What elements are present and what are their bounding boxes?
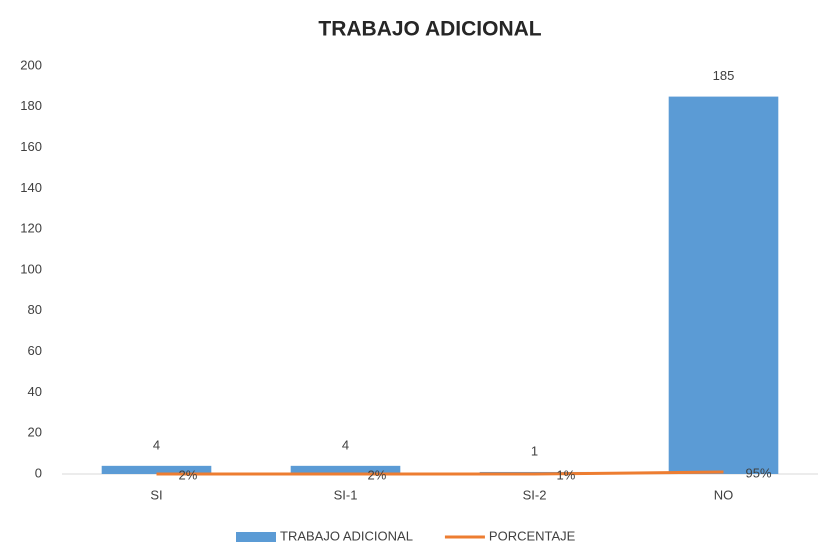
y-tick-label: 0 xyxy=(35,465,42,480)
line xyxy=(156,470,724,476)
y-tick-label: 200 xyxy=(20,57,42,72)
bar xyxy=(290,465,401,474)
data-label: 95% xyxy=(746,465,772,480)
y-tick-label: 80 xyxy=(28,302,42,317)
data-label: 185 xyxy=(713,68,735,83)
x-tick-label: SI xyxy=(150,487,162,502)
legend-swatch xyxy=(236,532,276,542)
y-tick-label: 120 xyxy=(20,221,42,236)
data-label: 2% xyxy=(179,467,198,482)
y-tick-label: 60 xyxy=(28,343,42,358)
y-tick-label: 140 xyxy=(20,180,42,195)
y-tick-label: 40 xyxy=(28,384,42,399)
x-tick-label: SI-2 xyxy=(523,487,547,502)
bar xyxy=(101,465,212,474)
data-label: 4 xyxy=(342,437,349,452)
data-label: 1% xyxy=(557,467,576,482)
data-label: 4 xyxy=(153,437,160,452)
legend-label: PORCENTAJE xyxy=(489,528,576,543)
data-label: 1 xyxy=(531,443,538,458)
y-tick-label: 160 xyxy=(20,139,42,154)
y-tick-label: 180 xyxy=(20,98,42,113)
legend-label: TRABAJO ADICIONAL xyxy=(280,528,413,543)
y-tick-label: 100 xyxy=(20,261,42,276)
y-tick-label: 20 xyxy=(28,425,42,440)
x-tick-label: NO xyxy=(714,487,734,502)
x-tick-label: SI-1 xyxy=(334,487,358,502)
bar xyxy=(668,96,779,474)
data-label: 2% xyxy=(368,467,387,482)
chart-title: TRABAJO ADICIONAL xyxy=(318,18,541,41)
